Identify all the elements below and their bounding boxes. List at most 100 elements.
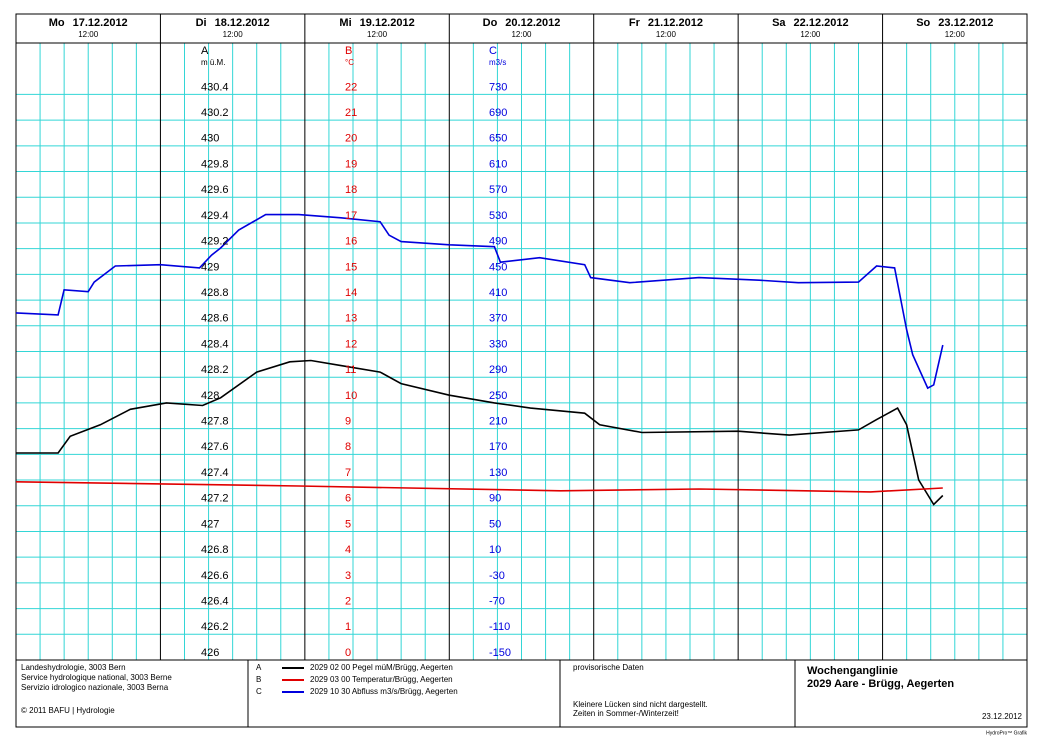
lines <box>15 213 944 506</box>
y-tick-label: 428.6 <box>201 313 229 325</box>
day-label: So 23.12.2012 <box>916 17 993 29</box>
date: 20.12.2012 <box>505 17 560 29</box>
y-tick-label: 428.2 <box>201 364 229 376</box>
day-label: Di 18.12.2012 <box>196 17 270 29</box>
series-line <box>15 213 944 390</box>
y-tick-label: 1 <box>345 621 351 633</box>
y-tick-label: 427.2 <box>201 493 229 505</box>
y-tick-label: 426 <box>201 647 219 659</box>
y-tick-label: 570 <box>489 184 507 196</box>
y-tick-label: 11 <box>345 364 356 376</box>
time-label: 12:00 <box>367 30 388 39</box>
y-tick-label: -30 <box>489 570 505 582</box>
day-label: Do 20.12.2012 <box>483 17 561 29</box>
y-tick-label: 426.2 <box>201 621 229 633</box>
y-tick-label: 490 <box>489 236 507 248</box>
weekday: So <box>916 17 930 29</box>
y-tick-label: 370 <box>489 313 507 325</box>
series-line <box>16 359 944 506</box>
station: 2029 Aare - Brügg, Aegerten <box>807 678 954 690</box>
y-tick-label: 250 <box>489 390 507 402</box>
axis-letter: B <box>345 45 352 57</box>
y-tick-label: 430 <box>201 133 219 145</box>
time-label: 12:00 <box>945 30 966 39</box>
y-tick-label: 427 <box>201 518 219 530</box>
office-line: Landeshydrologie, 3003 Bern <box>21 663 126 672</box>
note: Kleinere Lücken sind nicht dargestellt. <box>573 700 708 709</box>
y-tick-label: 19 <box>345 158 357 170</box>
y-tick-label: 428.4 <box>201 338 229 350</box>
y-tick-label: 21 <box>345 107 357 119</box>
y-tick-label: 429.2 <box>201 236 229 248</box>
legend-label: 2029 03 00 Temperatur/Brügg, Aegerten <box>310 675 453 684</box>
weekday: Sa <box>772 17 786 29</box>
y-tick-label: 427.8 <box>201 416 229 428</box>
time-label: 12:00 <box>656 30 677 39</box>
y-tick-label: 16 <box>345 236 357 248</box>
legend-label: 2029 02 00 Pegel müM/Brügg, Aegerten <box>310 663 453 672</box>
y-tick-label: -70 <box>489 595 505 607</box>
time-label: 12:00 <box>511 30 532 39</box>
y-tick-label: 210 <box>489 416 507 428</box>
y-tick-label: 7 <box>345 467 351 479</box>
y-tick-label: 2 <box>345 595 351 607</box>
office-line: Service hydrologique national, 3003 Bern… <box>21 673 172 682</box>
legend-letter: B <box>256 675 261 684</box>
print-date: 23.12.2012 <box>982 712 1023 721</box>
day-label: Mo 17.12.2012 <box>49 17 128 29</box>
legend-letter: A <box>256 663 262 672</box>
series-line <box>15 481 943 493</box>
y-tick-label: -110 <box>489 621 510 633</box>
legend-label: 2029 10 30 Abfluss m3/s/Brügg, Aegerten <box>310 687 458 696</box>
y-tick-label: 9 <box>345 416 351 428</box>
footer: Landeshydrologie, 3003 Bern Service hydr… <box>15 659 1028 736</box>
y-tick-label: 610 <box>489 158 507 170</box>
footer-frame <box>15 659 1028 728</box>
status: provisorische Daten <box>573 663 644 672</box>
time-label: 12:00 <box>78 30 99 39</box>
y-tick-label: 690 <box>489 107 507 119</box>
y-tick-label: 0 <box>345 647 351 659</box>
y-tick-label: 10 <box>345 390 357 402</box>
y-tick-label: 13 <box>345 313 357 325</box>
y-tick-label: 330 <box>489 338 507 350</box>
y-tick-label: 427.4 <box>201 467 229 479</box>
legend-letter: C <box>256 687 262 696</box>
note: Zeiten in Sommer-/Winterzeit! <box>573 709 679 718</box>
y-tick-label: 426.8 <box>201 544 229 556</box>
weekday: Fr <box>629 17 641 29</box>
credit: HydroPro™ Grafik <box>986 730 1027 736</box>
y-tick-label: 430.4 <box>201 81 229 93</box>
axis-letter: C <box>489 45 497 57</box>
y-tick-label: 50 <box>489 518 501 530</box>
weekday: Di <box>196 17 207 29</box>
y-tick-label: 12 <box>345 338 357 350</box>
y-tick-label: 429.6 <box>201 184 229 196</box>
y-tick-label: 170 <box>489 441 507 453</box>
y-tick-label: 290 <box>489 364 507 376</box>
y-tick-label: 650 <box>489 133 507 145</box>
axis-unit: m ü.M. <box>201 58 225 67</box>
y-tick-label: 17 <box>345 210 357 222</box>
y-tick-label: 429.8 <box>201 158 229 170</box>
day-label: Sa 22.12.2012 <box>772 17 849 29</box>
y-tick-label: 3 <box>345 570 351 582</box>
office-line: Servizio idrologico nazionale, 3003 Bern… <box>21 683 169 692</box>
y-tick-label: 426.4 <box>201 595 229 607</box>
y-tick-label: 427.6 <box>201 441 229 453</box>
y-tick-label: 426.6 <box>201 570 229 582</box>
copyright: © 2011 BAFU | Hydrologie <box>21 706 115 715</box>
y-tick-label: 6 <box>345 493 351 505</box>
axis-unit: °C <box>345 58 354 67</box>
day-label: Fr 21.12.2012 <box>629 17 703 29</box>
footer-title: Wochenganglinie <box>807 665 898 677</box>
date: 19.12.2012 <box>360 17 415 29</box>
y-tick-label: -150 <box>489 647 511 659</box>
y-tick-label: 530 <box>489 210 507 222</box>
y-tick-label: 4 <box>345 544 351 556</box>
y-tick-label: 15 <box>345 261 357 273</box>
weekday: Mo <box>49 17 65 29</box>
